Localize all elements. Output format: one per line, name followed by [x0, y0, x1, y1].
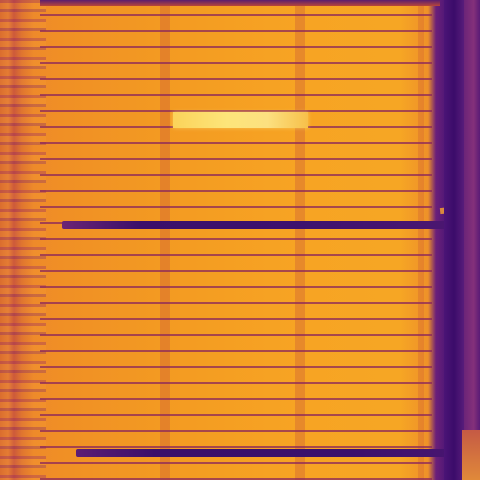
bottom-right-warm-area: [462, 430, 480, 480]
right-frame-post: [444, 0, 464, 480]
panel-ribs: [40, 0, 432, 480]
hot-spot: [173, 112, 308, 128]
left-mottled-region: [0, 0, 46, 480]
top-edge-band: [40, 0, 440, 6]
cold-beam-middle: [62, 221, 452, 229]
right-frame-edge: [464, 0, 480, 480]
cold-beam-bottom: [76, 449, 470, 457]
